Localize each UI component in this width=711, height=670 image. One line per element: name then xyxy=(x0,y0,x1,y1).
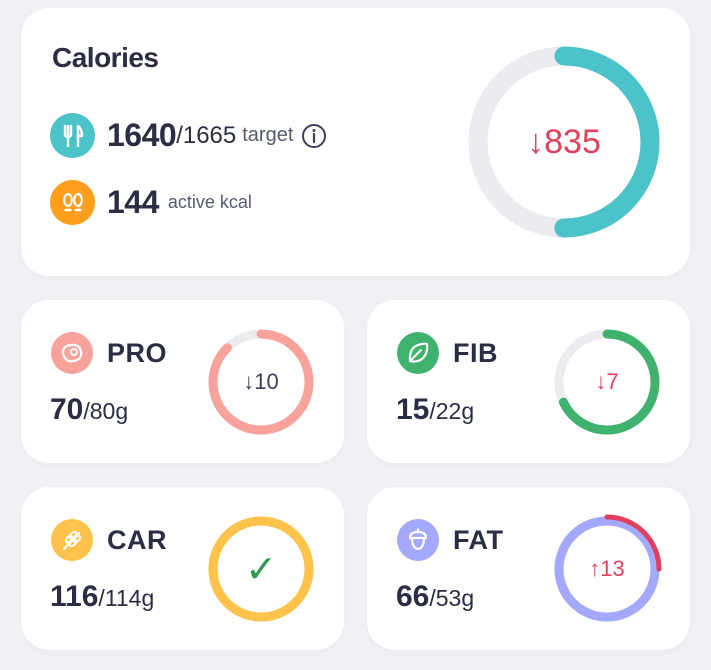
steak-icon xyxy=(51,332,93,374)
protein-value: 70 xyxy=(50,393,84,426)
calories-ring: ↓835 xyxy=(468,46,660,238)
fat-target: /53g xyxy=(429,585,475,611)
active-row: 144 active kcal xyxy=(50,180,252,225)
protein-card[interactable]: PRO 70 /80g ↓10 xyxy=(21,300,344,463)
carbs-ring-progress xyxy=(208,516,314,622)
fat-name: FAT xyxy=(453,524,504,555)
fiber-remaining: ↓7 xyxy=(595,369,619,394)
carbs-name: CAR xyxy=(107,524,167,555)
calories-title: Calories xyxy=(52,42,159,73)
footprints-icon xyxy=(50,180,95,225)
protein-ring: ↓10 xyxy=(206,327,316,437)
fat-card[interactable]: FAT 66 /53g ↑13 xyxy=(367,487,690,650)
carbs-ring: ✓ xyxy=(206,514,316,624)
calories-card[interactable]: Calories 1640 /1665 target 144 activ xyxy=(21,8,690,276)
calories-remaining: ↓835 xyxy=(527,122,601,161)
protein-name: PRO xyxy=(107,337,168,368)
carbs-card[interactable]: CAR 116 /114g ✓ xyxy=(21,487,344,650)
fiber-name: FIB xyxy=(453,337,498,368)
fiber-card[interactable]: FIB 15 /22g ↓7 xyxy=(367,300,690,463)
leaf-icon xyxy=(397,332,439,374)
fat-ring-progress xyxy=(554,516,660,622)
carbs-target: /114g xyxy=(98,585,155,611)
target-label: target xyxy=(242,124,294,146)
fiber-target: /22g xyxy=(429,398,475,424)
fat-ring-overflow xyxy=(552,514,662,624)
fiber-ring-progress xyxy=(554,329,660,435)
consumed-row: 1640 /1665 target xyxy=(50,113,327,158)
fiber-ring: ↓7 xyxy=(552,327,662,437)
protein-target: /80g xyxy=(83,398,129,424)
acorn-icon xyxy=(397,519,439,561)
active-calories: 144 xyxy=(107,184,159,220)
target-calories: /1665 xyxy=(176,121,237,149)
consumed-calories: 1640 xyxy=(107,117,177,153)
fat-over-amount: ↑13 xyxy=(589,556,625,581)
fork-knife-icon xyxy=(50,113,95,158)
info-icon[interactable] xyxy=(301,123,327,149)
wheat-icon xyxy=(51,519,93,561)
fat-ring: ↑13 xyxy=(552,514,662,624)
calories-ring-progress xyxy=(468,46,660,238)
fiber-value: 15 xyxy=(396,393,430,426)
check-icon: ✓ xyxy=(245,548,277,591)
protein-ring-progress xyxy=(208,329,314,435)
carbs-value: 116 xyxy=(50,580,99,613)
fat-value: 66 xyxy=(396,580,430,613)
protein-remaining: ↓10 xyxy=(243,369,279,394)
active-label: active kcal xyxy=(167,192,252,212)
